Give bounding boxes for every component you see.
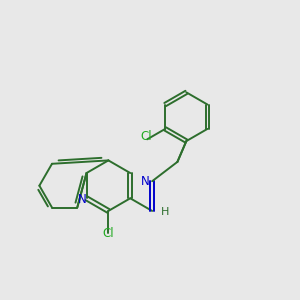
Text: H: H	[160, 207, 169, 218]
Text: N: N	[141, 175, 150, 188]
Text: N: N	[77, 193, 86, 206]
Text: Cl: Cl	[103, 227, 114, 240]
Text: Cl: Cl	[140, 130, 152, 143]
